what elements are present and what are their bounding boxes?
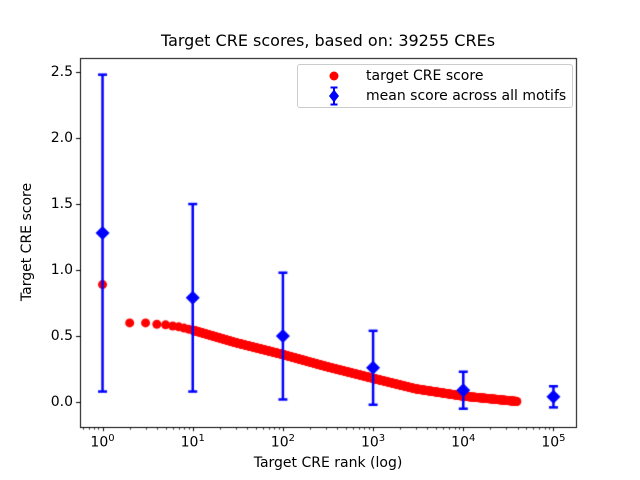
red-circle-icon	[308, 67, 360, 85]
legend-item-target-cre-score: target CRE score	[298, 66, 572, 85]
legend-item-mean-score: mean score across all motifs	[298, 85, 572, 106]
y-tick-label: 1.5	[50, 196, 73, 213]
x-tick-label: 105	[541, 433, 566, 451]
x-tick-label: 101	[180, 433, 205, 451]
y-tick-label: 2.0	[50, 130, 73, 147]
legend-label-mean-score: mean score across all motifs	[366, 87, 567, 104]
x-tick-label: 104	[451, 433, 476, 451]
y-tick-label: 2.5	[50, 64, 73, 81]
legend: target CRE score mean score across all m…	[297, 64, 573, 108]
y-tick-label: 0.0	[50, 394, 73, 411]
x-tick-label: 103	[360, 433, 386, 451]
x-tick-label: 100	[90, 433, 115, 451]
x-tick-label: 102	[270, 433, 296, 451]
y-tick-label: 0.5	[50, 328, 73, 345]
chart-title: Target CRE scores, based on: 39255 CREs	[160, 31, 496, 50]
legend-label-target-cre-score: target CRE score	[366, 67, 484, 84]
x-axis-label: Target CRE rank (log)	[253, 455, 403, 471]
blue-diamond-errorbar-icon	[308, 85, 360, 107]
y-tick-label: 1.0	[50, 262, 73, 279]
